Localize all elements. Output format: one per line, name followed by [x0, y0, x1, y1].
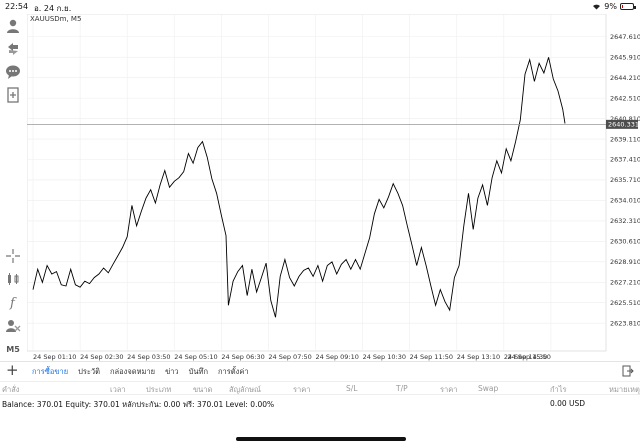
time-tick-label: 24 Sep 01:10: [33, 353, 76, 361]
column-header: S/L: [346, 384, 358, 393]
price-tick-label: 2642.510: [610, 94, 640, 102]
account-summary: Balance: 370.01 Equity: 370.01 หลักประกั…: [2, 400, 275, 409]
column-header: ขนาด: [193, 385, 213, 394]
column-header: สัญลักษณ์: [229, 385, 262, 394]
add-document-icon[interactable]: [5, 87, 21, 103]
price-chart[interactable]: 2647.610 2645.910 2644.210 2642.510 2640.810…: [27, 14, 640, 361]
column-header: ราคา: [440, 385, 458, 394]
price-tick-label: 2623.810: [610, 319, 640, 327]
time-tick-label: 24 Sep 02:30: [80, 353, 123, 361]
chart-canvas: 2647.610 2645.910 2644.210 2642.510 2640.810…: [27, 14, 640, 361]
price-tick-label: 2639.110: [610, 135, 640, 143]
terminal-tabs: + การซื้อขาย ประวัติ กล่องจดหมาย ข่าว บันทึก…: [0, 361, 640, 380]
trade-arrows-icon[interactable]: [5, 41, 21, 57]
current-price-box: [606, 119, 638, 129]
status-date: อ. 24 ก.ย.: [34, 4, 72, 13]
indicators-icon[interactable]: [5, 271, 21, 287]
series: [32, 57, 566, 318]
tab-3[interactable]: ข่าว: [165, 367, 179, 376]
column-header: ราคา: [293, 385, 311, 394]
time-tick-label: 24 Sep 06:30: [221, 353, 264, 361]
symbol-label: XAUUSDm, M5: [30, 15, 82, 23]
tab-1[interactable]: ประวัติ: [78, 367, 101, 376]
column-header: กำไร: [550, 385, 567, 394]
account-summary-row: Balance: 370.01 Equity: 370.01 หลักประกั…: [0, 397, 640, 411]
svg-text:f: f: [9, 296, 17, 310]
price-tick-label: 2645.910: [610, 53, 640, 61]
chart-toolbar: f M5: [0, 14, 27, 359]
tab-5[interactable]: การตั้งค่า: [218, 367, 249, 376]
current-price-label: 2640.331: [608, 121, 639, 129]
time-tick-label: 24 Sep 07:50: [268, 353, 311, 361]
battery-icon: [620, 3, 636, 10]
plot-area: [27, 14, 607, 352]
current-price-marker: 2640.331: [27, 119, 639, 129]
time-tick-label: 24 Sep 14:30: [504, 353, 547, 361]
timeframe-button[interactable]: M5: [6, 344, 20, 354]
price-axis: 2647.610 2645.910 2644.210 2642.510 2640.810…: [610, 33, 640, 327]
price-line: [32, 57, 566, 318]
price-tick-label: 2635.710: [610, 176, 640, 184]
function-icon[interactable]: f: [5, 294, 21, 310]
tab-list: การซื้อขาย ประวัติ กล่องจดหมาย ข่าว บันทึก กา…: [32, 366, 249, 378]
order-table-header: คำสั่ง เวลา ประเภท ขนาด สัญลักษณ์ ราคา S/L T/P ร…: [0, 381, 640, 395]
grid: [27, 14, 606, 351]
wifi-icon: [593, 4, 601, 10]
price-tick-label: 2640.810: [610, 115, 640, 123]
status-time: 22:54: [5, 2, 29, 11]
account-icon[interactable]: [5, 18, 21, 34]
price-tick-label: 2625.510: [610, 299, 640, 307]
battery-fill: [622, 5, 623, 8]
time-tick-label: 24 Sep 11:50: [410, 353, 453, 361]
time-axis: 24 Sep 01:10 24 Sep 02:30 24 Sep 03:50 24 S…: [33, 353, 551, 361]
price-tick-label: 2637.410: [610, 156, 640, 164]
total-profit: 0.00: [550, 399, 567, 408]
time-tick-label: 24 Sep 13:10: [457, 353, 500, 361]
price-tick-label: 2630.610: [610, 238, 640, 246]
price-tick-label: 2647.610: [610, 33, 640, 41]
column-header: ประเภท: [146, 385, 172, 394]
price-tick-label: 2628.910: [610, 258, 640, 266]
column-header: เวลา: [110, 385, 126, 394]
status-right: 9%: [592, 2, 636, 11]
objects-icon[interactable]: [5, 317, 21, 333]
tab-2[interactable]: กล่องจดหมาย: [110, 367, 156, 376]
tab-0[interactable]: การซื้อขาย: [32, 367, 69, 376]
column-header: คำสั่ง: [2, 385, 20, 394]
price-tick-label: 2634.010: [610, 197, 640, 205]
new-order-button[interactable]: +: [6, 361, 19, 379]
column-header: Swap: [478, 384, 499, 393]
close-terminal-icon[interactable]: [622, 365, 634, 377]
time-tick-label: 24 Sep 10:30: [363, 353, 406, 361]
time-tick-label: 24 Sep 03:50: [127, 353, 170, 361]
status-bar: 22:54 อ. 24 ก.ย. 9%: [0, 0, 640, 14]
profit-currency: USD: [569, 399, 586, 408]
home-indicator: [236, 437, 406, 441]
column-header: หมายเหตุ: [609, 385, 640, 394]
price-tick-label: 2632.310: [610, 217, 640, 225]
tab-4[interactable]: บันทึก: [188, 367, 209, 376]
chat-icon[interactable]: [5, 64, 21, 80]
time-tick-label: 24 Sep 09:10: [316, 353, 359, 361]
crosshair-icon[interactable]: [5, 248, 21, 264]
price-tick-label: 2627.210: [610, 278, 640, 286]
column-header: T/P: [396, 384, 408, 393]
price-tick-label: 2644.210: [610, 74, 640, 82]
time-tick-label: 24 Sep 05:10: [174, 353, 217, 361]
time-tick-label: 24 Sep 15:50: [508, 353, 551, 361]
battery-percent: 9%: [604, 2, 617, 11]
